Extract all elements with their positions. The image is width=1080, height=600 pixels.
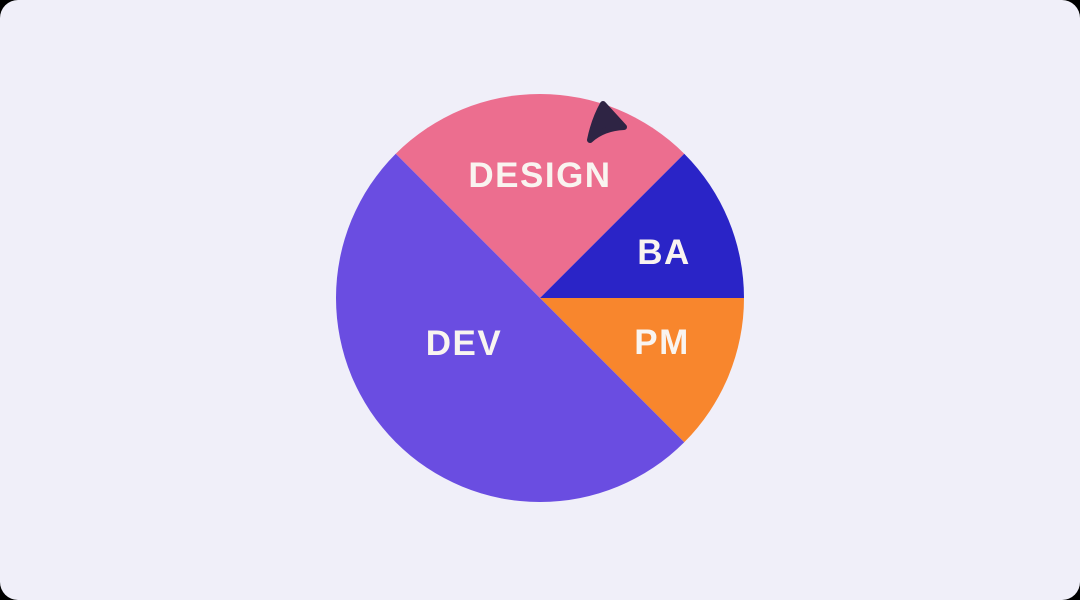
slice-label-design: DESIGN <box>468 156 612 195</box>
pie-chart-svg <box>336 94 744 502</box>
pie-slice-design <box>395 94 685 298</box>
pie-slice-pm <box>540 298 744 443</box>
slice-label-ba: BA <box>637 233 691 272</box>
pie-slice-ba <box>540 153 744 298</box>
pie-chart: DESIGN BA PM DEV <box>336 94 744 502</box>
slice-label-pm: PM <box>634 323 690 362</box>
cursor-icon <box>587 101 627 143</box>
pie-slice-dev <box>336 153 685 502</box>
slice-label-dev: DEV <box>425 324 503 363</box>
pie-labels: DESIGN BA PM DEV <box>336 94 744 502</box>
